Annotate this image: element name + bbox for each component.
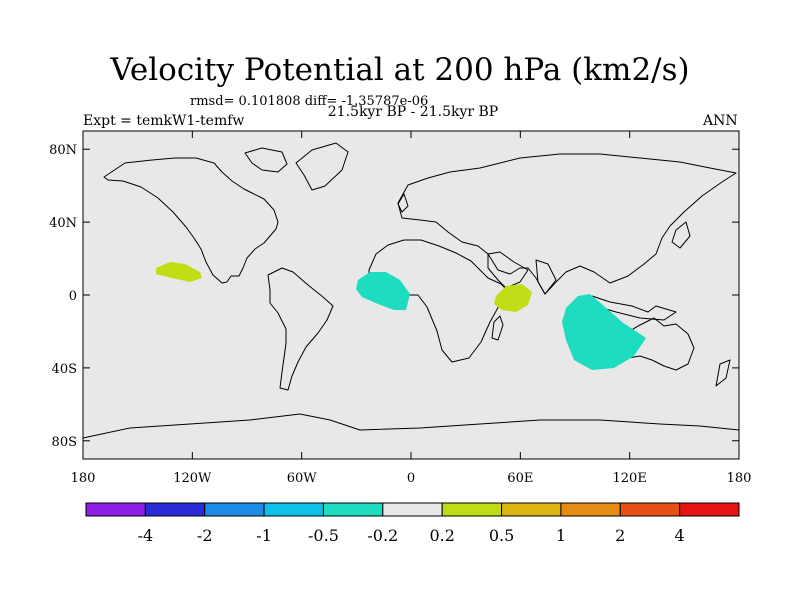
anomaly-western-indian-positive (494, 284, 532, 312)
lon-tick-label: 180 (727, 471, 752, 486)
coastline-indonesia (591, 295, 677, 321)
lon-tick-label: 60W (287, 471, 318, 486)
lat-tick-label: 80S (52, 435, 77, 450)
coastline-arabia (487, 251, 529, 289)
coastline-eurasia (397, 153, 737, 295)
colorbar-swatch (144, 502, 206, 517)
coastline-australia (617, 317, 695, 371)
anomaly-eastern-indian-negative (562, 294, 646, 370)
coastline-arctic-islands (244, 147, 288, 173)
experiment-label: Expt = temkW1-temfw (83, 113, 245, 129)
lat-tick-label: 40S (52, 362, 77, 377)
coastline-north-america (103, 157, 279, 284)
coastline-japan (671, 221, 691, 249)
colorbar-label: -2 (197, 526, 213, 545)
colorbar-label: -0.2 (367, 526, 398, 545)
chart-title: Velocity Potential at 200 hPa (km2/s) (110, 52, 690, 88)
lon-tick-label: 120E (613, 471, 647, 486)
colorbar-swatch (560, 502, 621, 517)
colorbar-label: 2 (615, 526, 625, 545)
lon-tick-label: 120W (173, 471, 212, 486)
colorbar-swatch (85, 502, 146, 517)
colorbar-swatch (679, 502, 740, 517)
coastline-south-america (267, 267, 334, 391)
anomaly-equatorial-atlantic-negative (356, 272, 410, 310)
coastline-uk (397, 193, 409, 213)
colorbar-label: 0.5 (489, 526, 514, 545)
colorbar-label: -4 (138, 526, 154, 545)
anomaly-central-pacific-positive (156, 262, 202, 282)
anomaly-regions (156, 262, 646, 370)
subtitle: 21.5kyr BP - 21.5kyr BP (327, 104, 499, 120)
colorbar-swatch (263, 502, 324, 517)
colorbar-swatch (619, 502, 681, 517)
colorbar-label: 1 (556, 526, 566, 545)
coastline-madagascar (491, 315, 504, 341)
colorbar-swatch (501, 502, 562, 517)
colorbar-swatch (322, 502, 384, 517)
colorbar-swatch (204, 502, 265, 517)
lon-tick-label: 60E (507, 471, 533, 486)
colorbar: -4 -2 -1 -0.5 -0.2 0.2 0.5 1 2 4 (85, 502, 740, 545)
season-label: ANN (703, 113, 738, 129)
lon-tick-label: 0 (407, 471, 415, 486)
lat-tick-label: 0 (69, 289, 77, 304)
colorbar-swatch (441, 502, 503, 517)
coastline-greenland (295, 142, 349, 191)
lat-tick-label: 80N (49, 143, 77, 158)
colorbar-swatch (382, 502, 443, 517)
coastline-india (535, 259, 557, 295)
stats-label: rmsd= 0.101808 diff= -1.35787e-06 (190, 94, 429, 109)
colorbar-label: -1 (256, 526, 272, 545)
axis-ticks: 80N 40N 0 40S 80S 180 120W 60W 0 60E 120E 180 (49, 131, 751, 486)
coastline-new-zealand (715, 359, 731, 387)
colorbar-label: 0.2 (429, 526, 454, 545)
colorbar-label: -0.5 (308, 526, 339, 545)
colorbar-label: 4 (675, 526, 685, 545)
lat-tick-label: 40N (49, 216, 77, 231)
coastline-antarctica (82, 413, 740, 439)
lon-tick-label: 180 (71, 471, 96, 486)
